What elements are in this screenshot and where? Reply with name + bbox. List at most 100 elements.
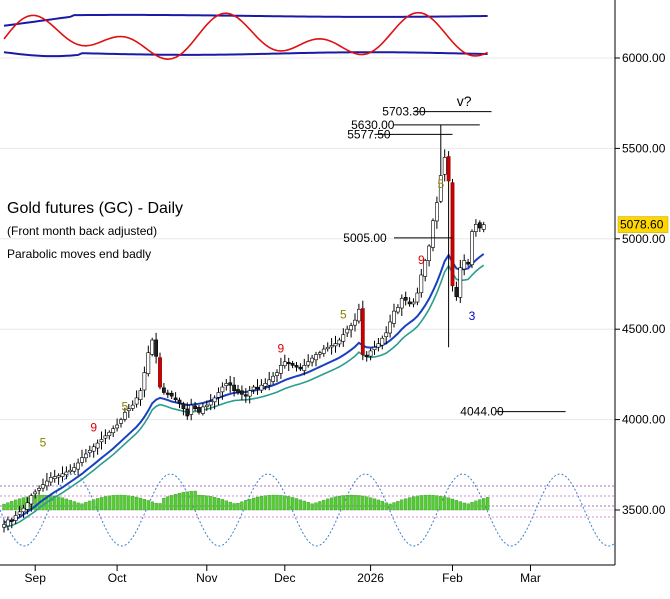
histogram-bar (154, 503, 158, 511)
candle-body (473, 224, 478, 232)
histogram-bar (482, 498, 486, 511)
histogram-bar (361, 495, 365, 511)
candle-body (290, 363, 295, 366)
histogram-bar (337, 495, 342, 511)
candle-body (282, 361, 287, 367)
candle-body (454, 287, 459, 297)
histogram-bar (446, 497, 451, 511)
candle-body (462, 260, 467, 270)
histogram-bar (376, 499, 381, 511)
histogram-bar (131, 496, 135, 511)
x-tick-label: Sep (25, 571, 47, 585)
annotation-label: 9 (418, 253, 425, 267)
y-tick-label: 5000.00 (622, 232, 666, 246)
candle-body (427, 245, 432, 261)
candle-body (111, 428, 116, 434)
candle-body (236, 389, 240, 393)
candlesticks (2, 124, 486, 533)
histogram-bar (53, 495, 57, 511)
candle-body (477, 222, 482, 229)
histogram-bar (72, 501, 76, 511)
histogram-bar (474, 500, 478, 511)
histogram-bar (384, 502, 388, 511)
annotation-label: 3 (469, 309, 476, 323)
last-price-tag (617, 216, 669, 233)
y-tick-label: 4500.00 (622, 322, 666, 336)
histogram-bar (251, 497, 256, 511)
candle-body (201, 406, 205, 414)
histogram-bar (427, 494, 431, 511)
histogram-bar (193, 490, 197, 511)
histogram-bar (423, 494, 427, 511)
histogram-bar (209, 496, 213, 511)
histogram-bar (345, 494, 349, 511)
candle-body (150, 339, 155, 355)
histogram-bar (263, 495, 267, 511)
candle-body (95, 442, 100, 449)
candle-body (130, 404, 135, 409)
candle-body (329, 345, 334, 348)
candle-body (286, 362, 291, 365)
level-label: 5630.00 (351, 118, 395, 132)
candle-body (123, 412, 127, 420)
x-tick-label: 2026 (357, 571, 384, 585)
histogram-bar (279, 495, 283, 511)
candle-body (185, 408, 190, 417)
histogram-bar (290, 497, 295, 511)
histogram-bar (400, 499, 404, 511)
x-tick-label: Oct (108, 571, 127, 585)
candle-body (263, 383, 268, 387)
candle-body (306, 361, 311, 366)
candle-body (345, 328, 350, 334)
histogram-bar (443, 496, 447, 511)
histogram-bar (306, 502, 310, 511)
candle-body (72, 467, 77, 472)
candle-body (44, 480, 49, 487)
histogram-bar (318, 501, 322, 511)
candle-body (380, 337, 385, 346)
histogram-bar (123, 495, 127, 511)
candle-body (403, 297, 408, 301)
histogram-bar (380, 501, 384, 511)
histogram-bar (185, 491, 189, 511)
candle-body (60, 473, 65, 477)
histogram-bar (166, 496, 170, 511)
histogram-bar (95, 498, 100, 511)
histogram-bar (478, 499, 482, 511)
candle-body (138, 390, 143, 400)
candle-body (356, 309, 361, 322)
histogram-bar (201, 495, 205, 511)
histogram-bar (349, 494, 353, 511)
histogram-bar (310, 503, 314, 511)
histogram-bar (357, 495, 361, 511)
annotation-label: 5 (40, 436, 47, 450)
x-tick-label: Mar (520, 571, 541, 585)
oscillator-lower-band (3, 51, 488, 58)
candle-body (349, 325, 354, 331)
candle-body (119, 419, 123, 424)
histogram-bar (99, 497, 104, 511)
histogram-bar (119, 494, 123, 511)
candle-body (33, 491, 38, 495)
candle-body (317, 352, 322, 355)
histogram-bar (450, 498, 455, 511)
candle-body (434, 202, 439, 222)
candle-body (181, 403, 186, 410)
histogram-bar (439, 495, 443, 511)
candle-body (228, 382, 233, 386)
candle-body (146, 352, 151, 374)
histogram-bar (224, 500, 228, 511)
histogram-bar (341, 495, 345, 511)
histogram-bar (6, 502, 10, 511)
histogram-bar (458, 501, 462, 511)
histogram-bar (470, 502, 474, 511)
histogram-bar (365, 496, 369, 511)
histogram-bar (220, 499, 225, 511)
candle-body (21, 507, 26, 513)
x-tick-label: Feb (442, 571, 463, 585)
candle-body (208, 401, 213, 406)
fast-moving-average-line (3, 253, 485, 524)
y-tick-label: 4000.00 (622, 413, 666, 427)
histogram-bar (76, 502, 80, 511)
histogram-bar (275, 494, 279, 511)
